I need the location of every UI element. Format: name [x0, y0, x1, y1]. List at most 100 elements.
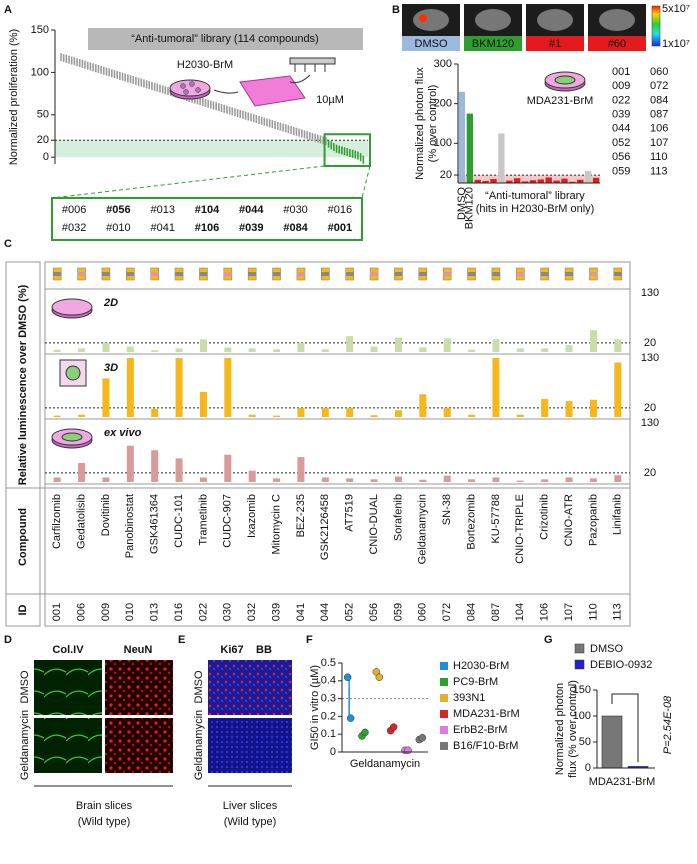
- compound-name: Carfilzomib: [51, 494, 63, 549]
- zoom-line: [51, 165, 325, 199]
- image-label: BKM120: [472, 38, 514, 50]
- compound-mark: [250, 113, 252, 122]
- y-tick-label: 0: [585, 762, 591, 774]
- y-tick-label: 130: [641, 352, 659, 364]
- library-icon: [321, 272, 330, 276]
- compound-mark: [338, 145, 341, 154]
- bar: [601, 715, 623, 769]
- panel-label: D: [4, 634, 12, 646]
- y-tick-label: 50: [37, 109, 49, 121]
- compound-mark: [159, 84, 161, 93]
- compound-mark: [357, 151, 359, 160]
- y-tick-label: 20: [644, 402, 656, 414]
- bar: [199, 392, 207, 417]
- library-icon: [418, 272, 427, 276]
- bar: [577, 179, 584, 183]
- compound-id: 104: [514, 603, 526, 621]
- library-icon: [175, 272, 184, 276]
- compound-mark: [292, 126, 295, 135]
- compound-name: Crizotinib: [539, 494, 551, 540]
- arrow: [213, 89, 239, 94]
- compound-name: CNIO-DUAL: [368, 494, 380, 555]
- compound-mark: [242, 110, 244, 119]
- compound-mark: [212, 101, 215, 110]
- x-tick-label: BKM120: [464, 187, 476, 229]
- mouse-head: [599, 9, 635, 31]
- bar: [102, 477, 110, 482]
- library-icon: [272, 272, 281, 276]
- caption: (Wild type): [78, 816, 131, 828]
- y-tick-label: 0.3: [321, 693, 336, 705]
- legend-swatch: [440, 662, 448, 670]
- compound-id: 110: [650, 151, 668, 163]
- compound-mark: [276, 121, 279, 130]
- library-icon: [540, 272, 549, 276]
- compound-id: 022: [612, 94, 630, 106]
- compound-id: 044: [612, 123, 630, 135]
- compound-mark: [351, 149, 354, 158]
- hit-id: #039: [239, 222, 263, 234]
- compound-mark: [303, 130, 306, 139]
- compound-mark: [260, 116, 263, 125]
- legend-swatch: [440, 710, 448, 718]
- y-tick-label: 150: [31, 24, 49, 36]
- legend-label: MDA231-BrM: [453, 708, 520, 720]
- compound-mark: [92, 63, 94, 72]
- hit-id: #030: [283, 204, 307, 216]
- y-tick-label: 0.4: [321, 675, 336, 687]
- colorbar: [651, 5, 661, 47]
- x-axis-label: MDA231-BrM: [589, 776, 656, 788]
- compound-mark: [62, 53, 65, 62]
- compound-mark: [143, 79, 145, 88]
- compound-mark: [228, 106, 231, 115]
- compound-name: Mitomycin C: [270, 494, 282, 555]
- compound-mark: [218, 103, 220, 112]
- compound-mark: [284, 124, 287, 133]
- library-icon: [443, 272, 452, 276]
- compound-mark: [73, 57, 76, 66]
- bar: [53, 477, 61, 482]
- compound-mark: [239, 109, 242, 118]
- compound-mark: [108, 68, 110, 77]
- compound-mark: [151, 81, 153, 90]
- bar: [506, 180, 513, 183]
- compound-id: 010: [124, 603, 136, 621]
- compound-mark: [263, 117, 266, 126]
- compound-mark: [68, 55, 70, 64]
- library-icon: [516, 272, 525, 276]
- compound-mark: [153, 82, 156, 91]
- compound-mark: [113, 70, 116, 79]
- compound-mark: [223, 104, 226, 113]
- point: [361, 728, 369, 737]
- point: [343, 673, 352, 681]
- bar: [297, 407, 305, 417]
- compound-name: GSK2126458: [319, 494, 331, 560]
- dish-icon: [51, 298, 93, 316]
- compound-id: 084: [465, 603, 477, 621]
- compound-mark: [268, 119, 271, 128]
- compound-mark: [226, 105, 228, 114]
- legend-swatch: [574, 659, 585, 670]
- bar: [370, 346, 378, 352]
- compound-mark: [290, 126, 292, 135]
- y-tick-label: 130: [641, 287, 659, 299]
- compound-name: BEZ-235: [295, 494, 307, 537]
- compound-name: Gedatolisib: [75, 494, 87, 549]
- compound-mark: [161, 85, 164, 94]
- significance-bracket: [611, 693, 639, 762]
- compound-id: 044: [319, 603, 331, 621]
- plate-icon: [239, 75, 306, 107]
- bar: [78, 348, 86, 352]
- compound-mark: [341, 146, 343, 155]
- compound-name: CNIO-ATR: [563, 494, 575, 546]
- bar: [53, 415, 61, 417]
- compound-mark: [60, 53, 62, 62]
- bar: [545, 177, 552, 183]
- compound-mark: [359, 153, 362, 162]
- compound-id: 072: [441, 603, 453, 621]
- legend-label: DEBIO-0932: [590, 659, 652, 671]
- compound-mark: [311, 132, 314, 141]
- bar: [78, 414, 86, 417]
- compound-id: 059: [392, 603, 404, 621]
- compound-mark: [282, 123, 284, 132]
